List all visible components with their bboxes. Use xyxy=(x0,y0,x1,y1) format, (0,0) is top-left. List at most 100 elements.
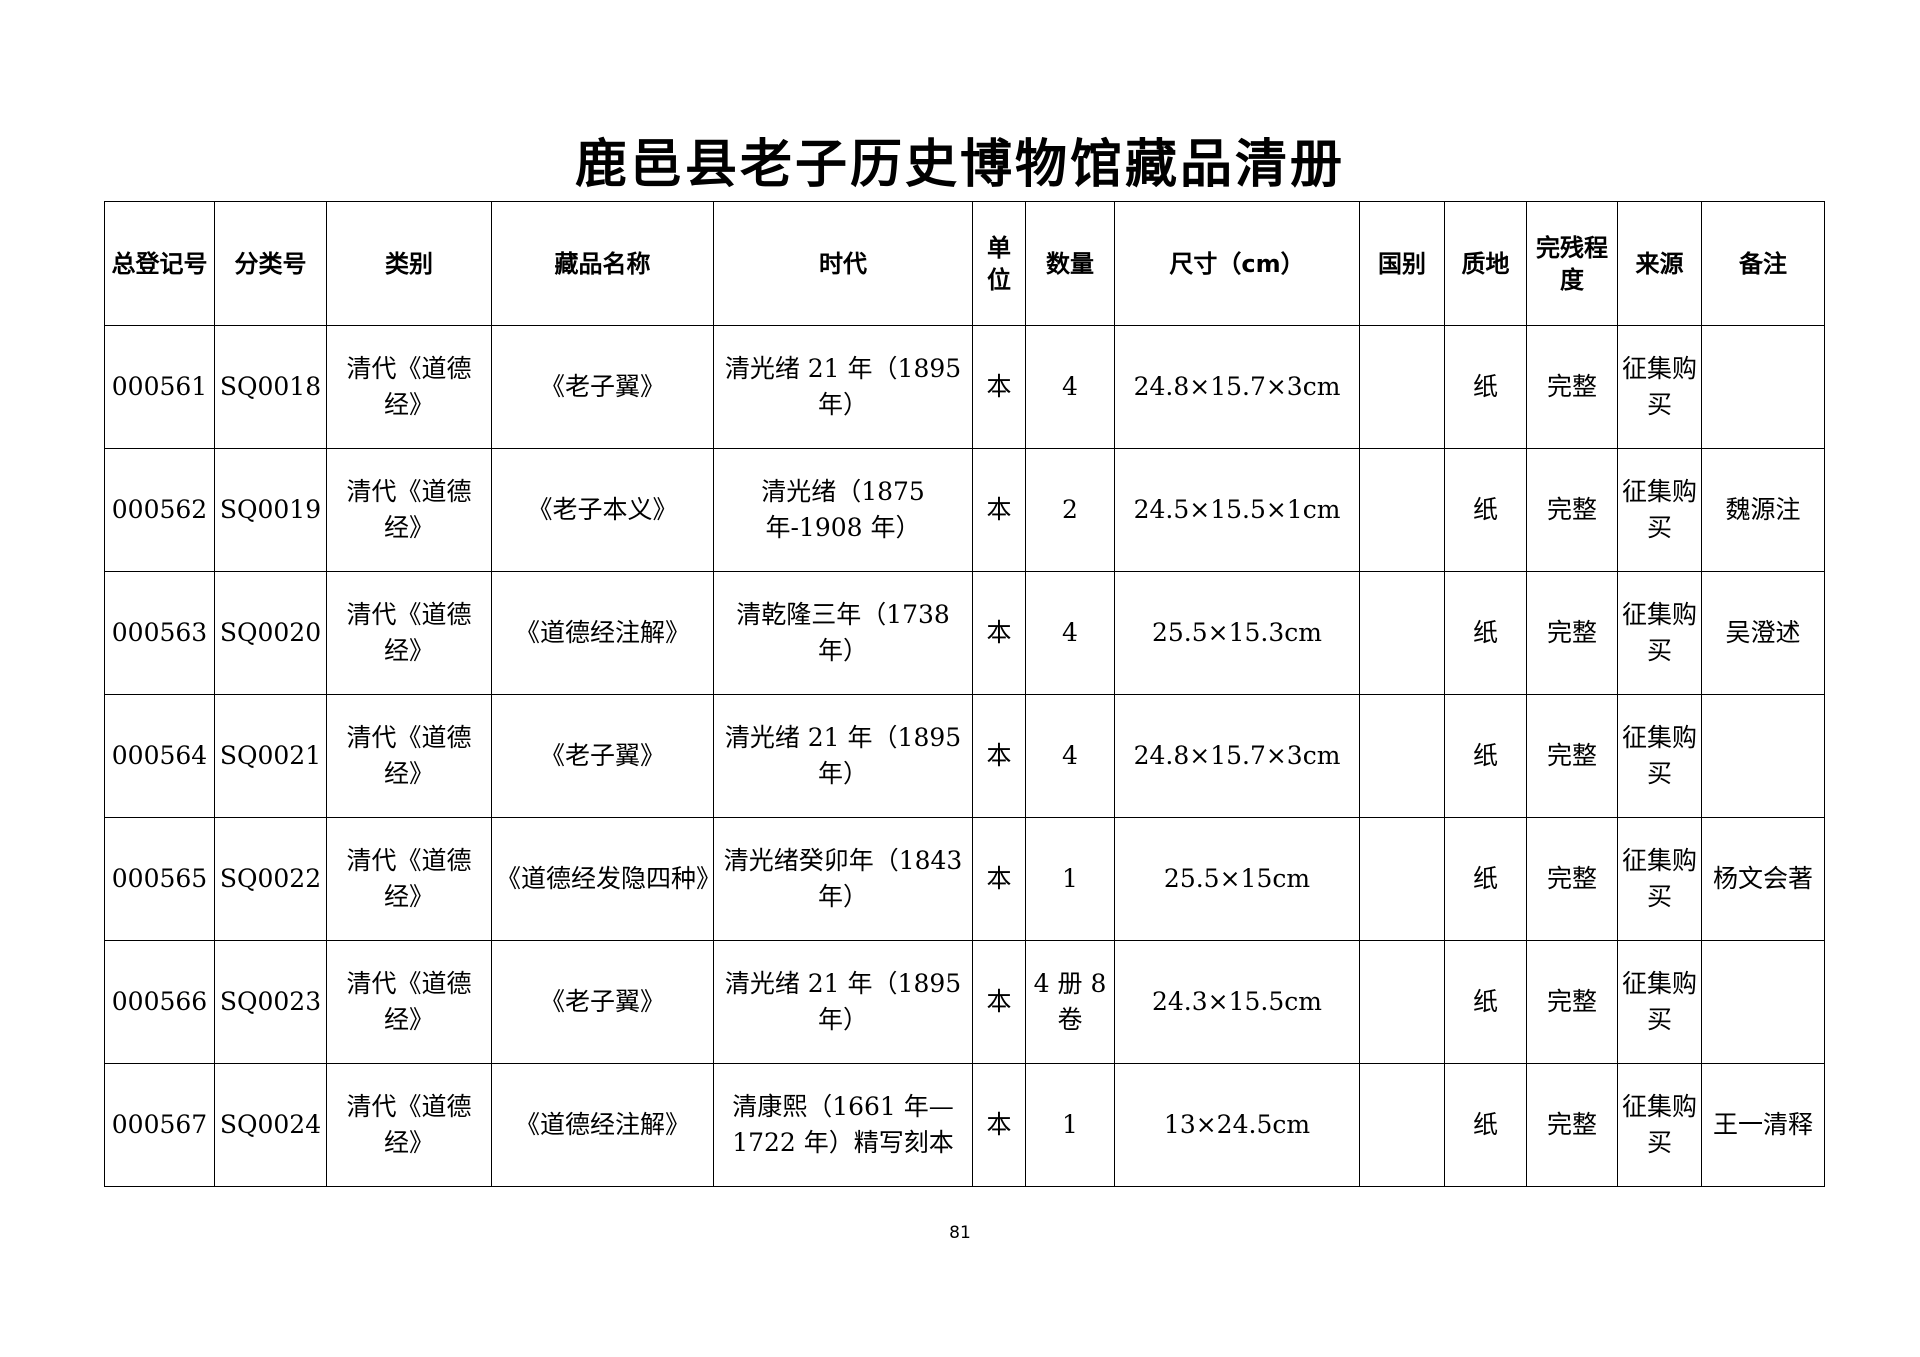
cell-unit: 本 xyxy=(972,940,1026,1064)
collection-table: 总登记号 分类号 类别 藏品名称 时代 单位 数量 尺寸（cm） 国别 质地 完… xyxy=(104,201,1825,1187)
table-row: 000566 SQ0023 清代《道德经》 《老子翼》 清光绪 21 年（1895 年）… xyxy=(104,940,1825,1064)
cell-item-name: 《道德经发隐四种》 xyxy=(491,817,721,941)
cell-item-name: 《老子翼》 xyxy=(491,940,714,1064)
cell-quantity: 4 册 8 卷 xyxy=(1025,940,1115,1064)
col-header-remarks: 备注 xyxy=(1701,201,1825,326)
cell-era: 清光绪 21 年（1895 年） xyxy=(713,940,973,1064)
cell-quantity: 4 xyxy=(1025,694,1115,818)
cell-class-no: SQ0022 xyxy=(214,817,327,941)
cell-class-no: SQ0019 xyxy=(214,448,327,572)
cell-condition: 完整 xyxy=(1526,571,1618,695)
cell-category: 清代《道德经》 xyxy=(326,694,492,818)
header-row: 总登记号 分类号 类别 藏品名称 时代 单位 数量 尺寸（cm） 国别 质地 完… xyxy=(104,201,1825,326)
cell-item-name: 《老子本义》 xyxy=(491,448,714,572)
cell-source: 征集购买 xyxy=(1617,817,1702,941)
cell-material: 纸 xyxy=(1444,817,1527,941)
col-header-source: 来源 xyxy=(1617,201,1702,326)
cell-era: 清光绪 21 年（1895 年） xyxy=(713,325,973,449)
cell-source: 征集购买 xyxy=(1617,448,1702,572)
cell-size: 24.5×15.5×1cm xyxy=(1114,448,1360,572)
cell-source: 征集购买 xyxy=(1617,571,1702,695)
col-header-size: 尺寸（cm） xyxy=(1114,201,1360,326)
cell-size: 24.3×15.5cm xyxy=(1114,940,1360,1064)
cell-item-name: 《道德经注解》 xyxy=(491,1063,714,1187)
cell-quantity: 4 xyxy=(1025,571,1115,695)
cell-condition: 完整 xyxy=(1526,448,1618,572)
col-header-item-name: 藏品名称 xyxy=(491,201,714,326)
col-header-condition: 完残程度 xyxy=(1526,201,1618,326)
cell-size: 25.5×15.3cm xyxy=(1114,571,1360,695)
cell-unit: 本 xyxy=(972,571,1026,695)
col-header-country: 国别 xyxy=(1359,201,1445,326)
cell-quantity: 4 xyxy=(1025,325,1115,449)
cell-unit: 本 xyxy=(972,694,1026,818)
cell-unit: 本 xyxy=(972,325,1026,449)
cell-quantity: 2 xyxy=(1025,448,1115,572)
cell-era: 清光绪 21 年（1895 年） xyxy=(713,694,973,818)
cell-country xyxy=(1359,694,1445,818)
cell-country xyxy=(1359,448,1445,572)
cell-country xyxy=(1359,940,1445,1064)
cell-registry-no: 000566 xyxy=(104,940,215,1064)
col-header-era: 时代 xyxy=(713,201,973,326)
cell-size: 24.8×15.7×3cm xyxy=(1114,694,1360,818)
cell-country xyxy=(1359,817,1445,941)
table-row: 000563 SQ0020 清代《道德经》 《道德经注解》 清乾隆三年（1738 年）本… xyxy=(104,571,1825,695)
cell-item-name: 《老子翼》 xyxy=(491,694,714,818)
cell-quantity: 1 xyxy=(1025,817,1115,941)
cell-remarks xyxy=(1701,940,1825,1064)
cell-era: 清光绪（1875 年-1908 年） xyxy=(713,448,973,572)
col-header-quantity: 数量 xyxy=(1025,201,1115,326)
cell-category: 清代《道德经》 xyxy=(326,817,492,941)
cell-category: 清代《道德经》 xyxy=(326,325,492,449)
cell-condition: 完整 xyxy=(1526,325,1618,449)
cell-condition: 完整 xyxy=(1526,817,1618,941)
cell-registry-no: 000563 xyxy=(104,571,215,695)
cell-registry-no: 000564 xyxy=(104,694,215,818)
table-row: 000562 SQ0019 清代《道德经》 《老子本义》 清光绪（1875 年-1908… xyxy=(104,448,1825,572)
table-row: 000564 SQ0021 清代《道德经》 《老子翼》 清光绪 21 年（1895 年）… xyxy=(104,694,1825,818)
cell-size: 13×24.5cm xyxy=(1114,1063,1360,1187)
cell-material: 纸 xyxy=(1444,325,1527,449)
cell-material: 纸 xyxy=(1444,571,1527,695)
cell-registry-no: 000565 xyxy=(104,817,215,941)
cell-condition: 完整 xyxy=(1526,940,1618,1064)
col-header-unit: 单位 xyxy=(972,201,1026,326)
col-header-registry-no: 总登记号 xyxy=(104,201,215,326)
cell-remarks: 魏源注 xyxy=(1701,448,1825,572)
cell-category: 清代《道德经》 xyxy=(326,1063,492,1187)
document-title: 鹿邑县老子历史博物馆藏品清册 xyxy=(574,135,1345,195)
cell-class-no: SQ0021 xyxy=(214,694,327,818)
cell-class-no: SQ0020 xyxy=(214,571,327,695)
page-number: 81 xyxy=(949,1223,971,1243)
cell-source: 征集购买 xyxy=(1617,940,1702,1064)
cell-era: 清光绪癸卯年（1843 年） xyxy=(713,817,973,941)
cell-condition: 完整 xyxy=(1526,694,1618,818)
cell-category: 清代《道德经》 xyxy=(326,571,492,695)
cell-condition: 完整 xyxy=(1526,1063,1618,1187)
cell-material: 纸 xyxy=(1444,1063,1527,1187)
cell-registry-no: 000567 xyxy=(104,1063,215,1187)
cell-size: 24.8×15.7×3cm xyxy=(1114,325,1360,449)
cell-source: 征集购买 xyxy=(1617,325,1702,449)
cell-era: 清康熙（1661 年—1722 年）精写刻本 xyxy=(713,1063,973,1187)
cell-item-name: 《道德经注解》 xyxy=(491,571,714,695)
cell-era: 清乾隆三年（1738 年） xyxy=(713,571,973,695)
cell-material: 纸 xyxy=(1444,940,1527,1064)
cell-source: 征集购买 xyxy=(1617,694,1702,818)
cell-registry-no: 000561 xyxy=(104,325,215,449)
col-header-material: 质地 xyxy=(1444,201,1527,326)
cell-class-no: SQ0024 xyxy=(214,1063,327,1187)
table-row: 000567 SQ0024 清代《道德经》 《道德经注解》 清康熙（1661 年—172… xyxy=(104,1063,1825,1187)
cell-country xyxy=(1359,571,1445,695)
cell-remarks: 王一清释 xyxy=(1701,1063,1825,1187)
cell-remarks: 吴澄述 xyxy=(1701,571,1825,695)
cell-material: 纸 xyxy=(1444,448,1527,572)
cell-size: 25.5×15cm xyxy=(1114,817,1360,941)
col-header-class-no: 分类号 xyxy=(214,201,327,326)
cell-category: 清代《道德经》 xyxy=(326,448,492,572)
cell-source: 征集购买 xyxy=(1617,1063,1702,1187)
cell-class-no: SQ0018 xyxy=(214,325,327,449)
cell-category: 清代《道德经》 xyxy=(326,940,492,1064)
cell-registry-no: 000562 xyxy=(104,448,215,572)
